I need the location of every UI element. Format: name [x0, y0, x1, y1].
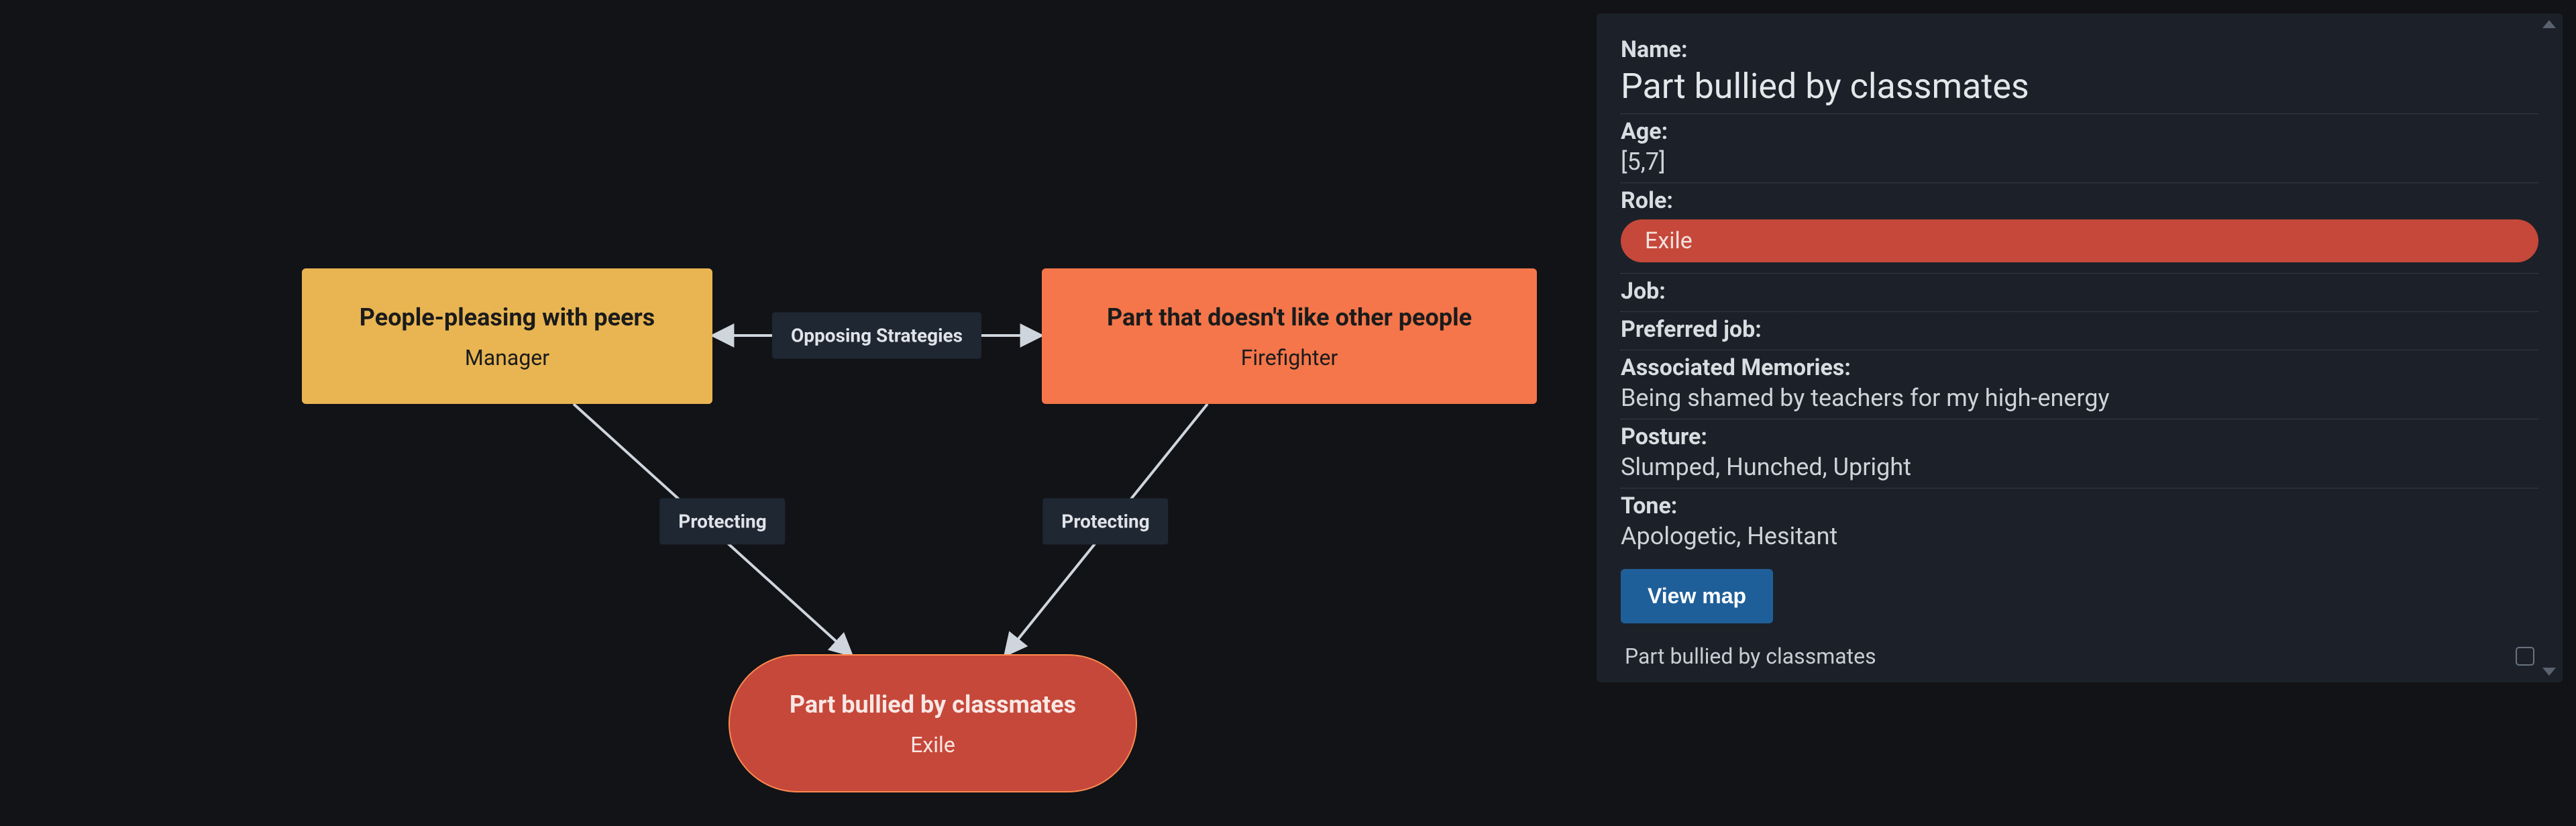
node-firefighter-subtitle: Firefighter [1241, 345, 1338, 370]
field-posture: Posture: Slumped, Hunched, Upright [1621, 419, 2538, 488]
node-manager[interactable]: People-pleasing with peers Manager [302, 268, 712, 404]
role-pill[interactable]: Exile [1621, 219, 2538, 262]
field-memories-label: Associated Memories: [1621, 354, 2538, 381]
node-manager-subtitle: Manager [465, 345, 549, 370]
field-age: Age: [5,7] [1621, 114, 2538, 183]
field-name: Name: Part bullied by classmates [1621, 32, 2538, 114]
panel-footer: Part bullied by classmates [1621, 643, 2538, 669]
field-memories-value[interactable]: Being shamed by teachers for my high-ene… [1621, 384, 2538, 412]
field-tone: Tone: Apologetic, Hesitant [1621, 488, 2538, 557]
field-job: Job: [1621, 274, 2538, 312]
node-manager-title: People-pleasing with peers [360, 303, 655, 333]
edge-label-protecting-left: Protecting [659, 499, 785, 545]
field-age-label: Age: [1621, 118, 2538, 145]
edge-label-protecting-right: Protecting [1042, 499, 1168, 545]
field-preferred-job: Preferred job: [1621, 312, 2538, 350]
field-posture-label: Posture: [1621, 423, 2538, 450]
field-tone-value[interactable]: Apologetic, Hesitant [1621, 522, 2538, 550]
app-root: People-pleasing with peers Manager Part … [0, 0, 2576, 826]
node-firefighter[interactable]: Part that doesn't like other people Fire… [1042, 268, 1537, 404]
field-posture-value[interactable]: Slumped, Hunched, Upright [1621, 453, 2538, 481]
footer-checkbox[interactable] [2516, 647, 2534, 666]
field-tone-label: Tone: [1621, 493, 2538, 519]
diagram-canvas[interactable]: People-pleasing with peers Manager Part … [0, 0, 1576, 826]
field-name-label: Name: [1621, 36, 2538, 63]
field-role: Role: Exile [1621, 183, 2538, 274]
field-preferred-job-label: Preferred job: [1621, 316, 2538, 343]
node-exile[interactable]: Part bullied by classmates Exile [730, 656, 1136, 791]
node-exile-subtitle: Exile [910, 732, 955, 758]
scroll-up-icon[interactable] [2542, 20, 2556, 28]
field-age-value[interactable]: [5,7] [1621, 148, 2538, 176]
node-exile-title: Part bullied by classmates [790, 690, 1076, 720]
field-memories: Associated Memories: Being shamed by tea… [1621, 350, 2538, 419]
field-role-label: Role: [1621, 187, 2538, 214]
footer-text: Part bullied by classmates [1625, 643, 1876, 669]
node-firefighter-title: Part that doesn't like other people [1107, 303, 1472, 333]
details-panel: Name: Part bullied by classmates Age: [5… [1597, 13, 2563, 682]
view-map-button[interactable]: View map [1621, 569, 1773, 623]
field-name-value[interactable]: Part bullied by classmates [1621, 66, 2538, 107]
edge-label-opposing: Opposing Strategies [772, 313, 981, 359]
scroll-down-icon[interactable] [2542, 668, 2556, 676]
field-job-label: Job: [1621, 278, 2538, 305]
